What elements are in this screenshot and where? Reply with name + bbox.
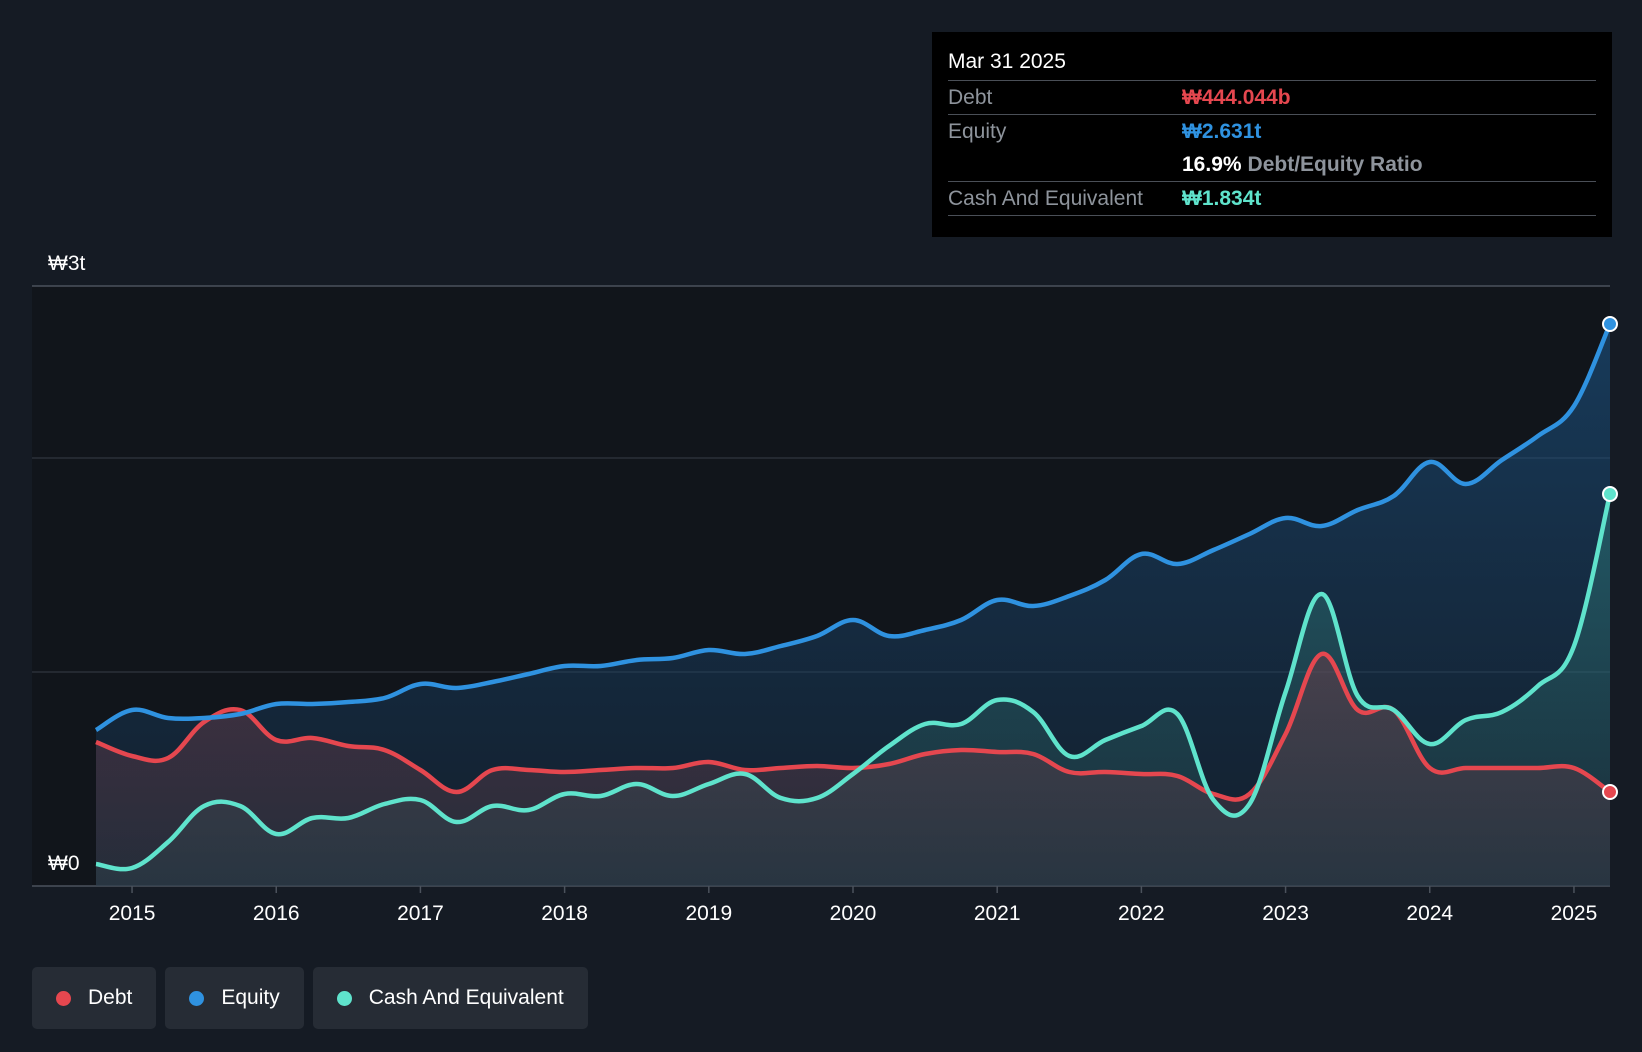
equity-line xyxy=(94,323,1613,732)
tooltip-equity-label: Equity xyxy=(948,120,1007,143)
y-axis-label-max: ₩3t xyxy=(48,252,86,275)
y-axis-label-zero: ₩0 xyxy=(48,852,80,875)
debt-endpoint[interactable] xyxy=(1602,784,1618,800)
debt-dot-icon xyxy=(56,990,71,1006)
cash-line xyxy=(95,493,1613,872)
legend-item-cash[interactable]: Cash And Equivalent xyxy=(312,967,588,1029)
cash-dot-icon xyxy=(336,990,352,1006)
tooltip-equity-value: ₩2.631t xyxy=(1182,120,1262,143)
x-axis-ticks: 2015 2016 2017 2018 2019 2020 2021 2022 2023 2024… xyxy=(109,886,1598,925)
tooltip-ratio-row: 16.9% Debt/Equity Ratio xyxy=(948,148,1596,182)
tooltip: Mar 31 2025 Debt ₩444.044b Equity ₩2.631… xyxy=(932,32,1612,237)
tooltip-debt-row: Debt ₩444.044b xyxy=(948,81,1596,115)
tooltip-equity-row: Equity ₩2.631t xyxy=(948,115,1596,148)
x-tick-label: 2021 xyxy=(974,902,1021,925)
legend: Debt Equity Cash And Equivalent xyxy=(32,967,588,1029)
tooltip-ratio-value: 16.9% xyxy=(1182,153,1242,176)
x-tick-label: 2023 xyxy=(1262,902,1309,925)
tooltip-cash-value: ₩1.834t xyxy=(1182,187,1262,210)
cash-endpoint[interactable] xyxy=(1602,486,1618,502)
legend-label-equity: Equity xyxy=(221,986,280,1009)
legend-label-debt: Debt xyxy=(88,986,133,1009)
x-tick-label: 2019 xyxy=(685,902,732,925)
legend-item-debt[interactable]: Debt xyxy=(32,967,157,1029)
x-tick-label: 2018 xyxy=(541,902,588,925)
legend-item-equity[interactable]: Equity xyxy=(165,967,304,1029)
x-tick-label: 2024 xyxy=(1406,902,1453,925)
equity-endpoint[interactable] xyxy=(1602,316,1618,332)
tooltip-cash-row: Cash And Equivalent ₩1.834t xyxy=(948,182,1596,216)
x-tick-label: 2022 xyxy=(1118,902,1165,925)
tooltip-debt-value: ₩444.044b xyxy=(1182,86,1291,109)
tooltip-ratio-label: Debt/Equity Ratio xyxy=(1247,153,1423,176)
x-tick-label: 2015 xyxy=(109,902,156,925)
tooltip-debt-label: Debt xyxy=(948,86,993,109)
x-tick-label: 2017 xyxy=(397,902,444,925)
equity-area xyxy=(96,324,1610,886)
legend-label-cash: Cash And Equivalent xyxy=(368,986,564,1009)
tooltip-date: Mar 31 2025 xyxy=(948,46,1596,81)
tooltip-cash-label: Cash And Equivalent xyxy=(948,187,1143,210)
x-tick-label: 2025 xyxy=(1551,902,1598,925)
x-tick-label: 2020 xyxy=(830,902,877,925)
x-tick-label: 2016 xyxy=(253,902,300,925)
equity-dot-icon xyxy=(189,990,205,1006)
